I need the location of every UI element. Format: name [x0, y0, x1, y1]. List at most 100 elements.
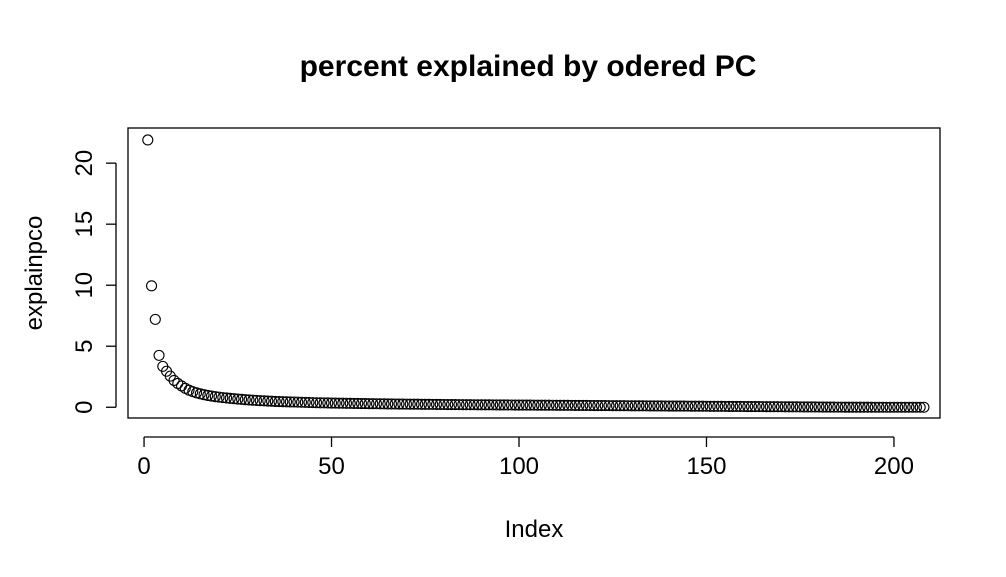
data-point — [918, 401, 930, 413]
data-point — [220, 392, 233, 404]
data-point — [142, 134, 154, 146]
data-point — [153, 349, 165, 361]
data-point — [775, 401, 788, 413]
data-point — [817, 401, 829, 413]
data-point — [374, 398, 386, 410]
data-point — [610, 400, 623, 412]
data-point — [715, 400, 728, 412]
data-point — [573, 399, 585, 411]
data-point — [247, 394, 259, 406]
data-point — [404, 398, 416, 410]
y-tick-label: 10 — [71, 272, 98, 299]
data-point — [783, 401, 795, 413]
data-point — [633, 400, 645, 412]
data-point — [415, 398, 428, 410]
data-point — [764, 401, 776, 413]
data-point — [802, 401, 814, 413]
data-point — [693, 400, 705, 412]
data-point — [663, 400, 675, 412]
data-point — [528, 399, 540, 411]
data-point — [539, 399, 551, 411]
data-point — [438, 398, 450, 411]
data-point — [213, 391, 225, 403]
data-point — [865, 401, 878, 413]
data-point — [903, 401, 915, 413]
data-point — [479, 399, 491, 411]
data-point — [704, 400, 716, 412]
data-point — [490, 399, 503, 411]
data-point — [547, 399, 559, 411]
data-point — [655, 400, 668, 412]
data-point — [509, 399, 521, 411]
data-point — [457, 399, 469, 411]
data-point — [644, 400, 656, 412]
data-point — [385, 398, 398, 410]
data-point — [258, 395, 270, 407]
data-point — [430, 398, 443, 410]
data-point — [370, 398, 383, 410]
x-tick-label: 150 — [686, 453, 726, 480]
data-point — [250, 394, 263, 406]
data-point — [625, 400, 638, 412]
data-point — [337, 397, 349, 409]
data-point — [745, 401, 758, 413]
data-point — [790, 401, 803, 413]
data-point — [205, 390, 218, 402]
data-point — [243, 394, 255, 406]
data-point — [820, 401, 833, 413]
data-point — [168, 374, 180, 386]
data-point — [198, 389, 210, 401]
y-tick-label: 5 — [71, 340, 98, 353]
data-point — [674, 400, 686, 412]
data-point — [520, 399, 533, 411]
data-point — [880, 401, 893, 413]
data-point — [595, 400, 608, 412]
data-point — [667, 400, 679, 412]
data-point — [805, 401, 818, 413]
data-point — [659, 400, 671, 412]
data-point — [273, 395, 285, 408]
data-point — [550, 399, 563, 411]
data-point — [828, 401, 840, 413]
data-point — [299, 396, 311, 408]
data-point — [400, 398, 413, 410]
data-point — [682, 400, 694, 412]
data-point — [629, 400, 641, 412]
data-point — [235, 393, 248, 405]
data-point — [307, 397, 319, 409]
data-point — [502, 399, 514, 411]
data-point — [719, 400, 731, 412]
data-point — [794, 401, 806, 413]
data-point — [355, 397, 368, 410]
data-point — [232, 393, 244, 405]
data-point — [505, 399, 518, 411]
data-point — [352, 397, 364, 410]
data-point — [408, 398, 420, 410]
data-point — [314, 397, 326, 409]
x-tick-label: 50 — [318, 453, 345, 480]
data-point — [378, 398, 390, 410]
data-point — [798, 401, 810, 413]
data-point — [475, 399, 488, 411]
data-point — [562, 399, 574, 411]
data-point — [468, 399, 480, 411]
data-point — [892, 401, 904, 413]
data-point — [472, 399, 484, 411]
data-point — [453, 399, 465, 411]
data-point — [344, 397, 356, 409]
data-point — [768, 401, 780, 413]
data-point — [884, 401, 896, 413]
data-point — [730, 400, 743, 413]
data-point — [580, 399, 593, 412]
data-point — [895, 401, 908, 413]
y-axis: 0 5 10 15 20 — [71, 150, 117, 414]
data-point — [194, 388, 206, 400]
x-tick-label: 0 — [137, 453, 150, 480]
data-point — [809, 401, 821, 413]
data-point — [614, 400, 626, 412]
data-point — [449, 399, 461, 411]
data-point — [288, 396, 300, 408]
data-point — [753, 401, 765, 413]
x-axis: 0 50 100 150 200 — [137, 436, 914, 480]
data-point — [862, 401, 874, 413]
